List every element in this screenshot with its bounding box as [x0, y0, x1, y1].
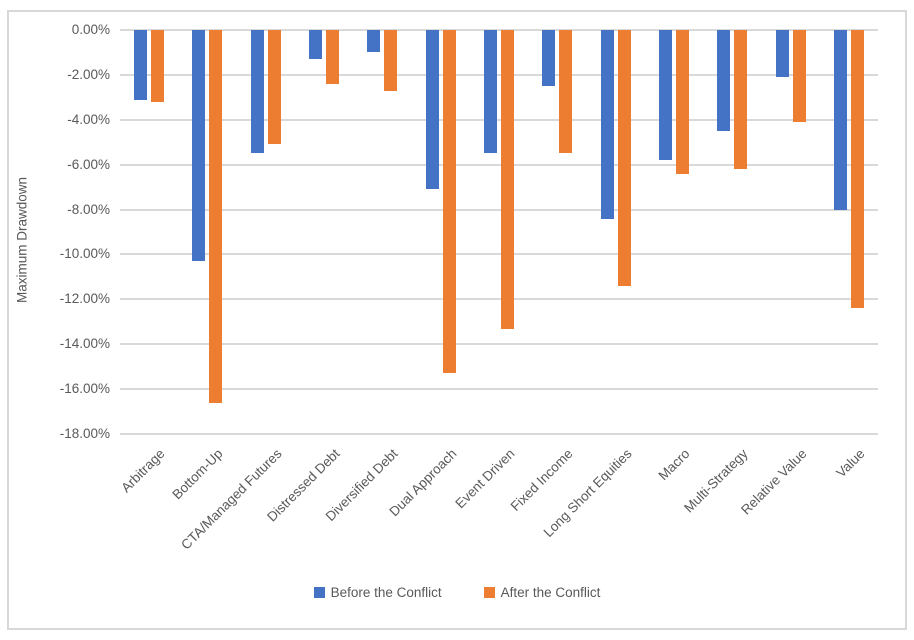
bar-after [501, 30, 514, 329]
bar-before [717, 30, 731, 131]
legend-item-after: After the Conflict [483, 585, 601, 600]
bar-before [192, 30, 206, 262]
gridline [120, 29, 878, 31]
y-tick-label: -18.00% [59, 426, 110, 441]
gridline [120, 118, 878, 121]
y-tick-label: -16.00% [59, 381, 110, 397]
bar-before [600, 30, 614, 219]
gridline [120, 208, 878, 211]
chart-legend: Before the Conflict After the Conflict [0, 585, 914, 600]
gridline [120, 433, 878, 435]
y-tick-label: -8.00% [67, 201, 110, 217]
y-tick-label: -2.00% [67, 66, 110, 82]
bar-before [542, 30, 556, 87]
bar-after [617, 30, 631, 286]
legend-swatch-icon [313, 587, 325, 598]
bar-after [559, 30, 573, 154]
gridline [120, 73, 878, 76]
gridline [120, 343, 878, 346]
y-tick-label: -6.00% [67, 156, 110, 172]
bar-before [775, 30, 789, 78]
gridline [120, 388, 878, 391]
bar-before [134, 30, 148, 100]
bar-after [792, 30, 806, 123]
legend-swatch-icon [483, 587, 495, 598]
bar-before [309, 30, 323, 60]
gridline [120, 298, 878, 301]
bar-before [833, 30, 847, 210]
bar-after [675, 30, 689, 174]
bar-after [326, 30, 340, 84]
bar-after [267, 30, 281, 145]
legend-label: After the Conflict [500, 585, 601, 600]
legend-item-before: Before the Conflict [313, 585, 442, 600]
bar-before [367, 30, 381, 53]
gridline [120, 163, 878, 166]
chart-frame [7, 10, 907, 630]
bar-after [151, 30, 165, 102]
bar-before [658, 30, 672, 161]
y-tick-label: -4.00% [67, 111, 110, 127]
bar-after [734, 30, 748, 170]
bar-before [484, 30, 497, 154]
bar-before [425, 30, 439, 190]
legend-label: Before the Conflict [330, 585, 442, 600]
bar-after [850, 30, 864, 309]
bar-after [384, 30, 398, 91]
y-tick-label: -10.00% [59, 246, 110, 262]
y-tick-label: -12.00% [59, 291, 110, 307]
y-axis-title: Maximum Drawdown [14, 176, 30, 304]
y-tick-label: 0.00% [71, 22, 110, 37]
bar-after [209, 30, 223, 403]
y-tick-label: -14.00% [59, 336, 110, 352]
gridline [120, 253, 878, 256]
bar-after [442, 30, 456, 374]
bar-before [250, 30, 264, 154]
